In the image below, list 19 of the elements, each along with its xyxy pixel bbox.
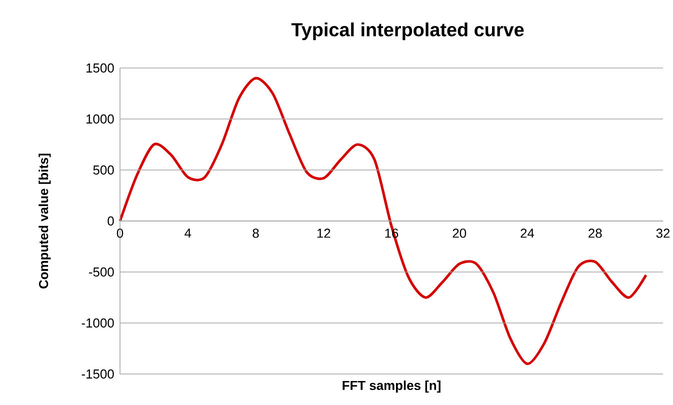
y-tick-label: 1500	[86, 63, 114, 73]
chart-title: Typical interpolated curve	[291, 22, 524, 40]
line-series	[118, 76, 648, 366]
x-tick-label: 32	[656, 228, 670, 238]
x-tick-label: 8	[252, 228, 259, 238]
x-axis-title: FFT samples [n]	[342, 380, 440, 393]
y-tick-label: 1000	[86, 114, 114, 124]
y-tick-label: 500	[93, 165, 114, 175]
x-tick-label: 20	[452, 228, 466, 238]
y-tick-label: -1500	[82, 369, 114, 379]
y-tick-label: -500	[89, 267, 114, 277]
x-tick-label: 0	[116, 228, 124, 238]
y-axis-title: Computed value [bits]	[38, 154, 51, 288]
y-tick-label: -1000	[82, 318, 114, 328]
x-tick-label: 24	[520, 228, 534, 238]
y-tick-label: 0	[108, 216, 114, 226]
x-tick-label: 4	[184, 228, 192, 238]
x-tick-label: 12	[317, 228, 330, 238]
x-tick-label: 28	[588, 228, 602, 238]
